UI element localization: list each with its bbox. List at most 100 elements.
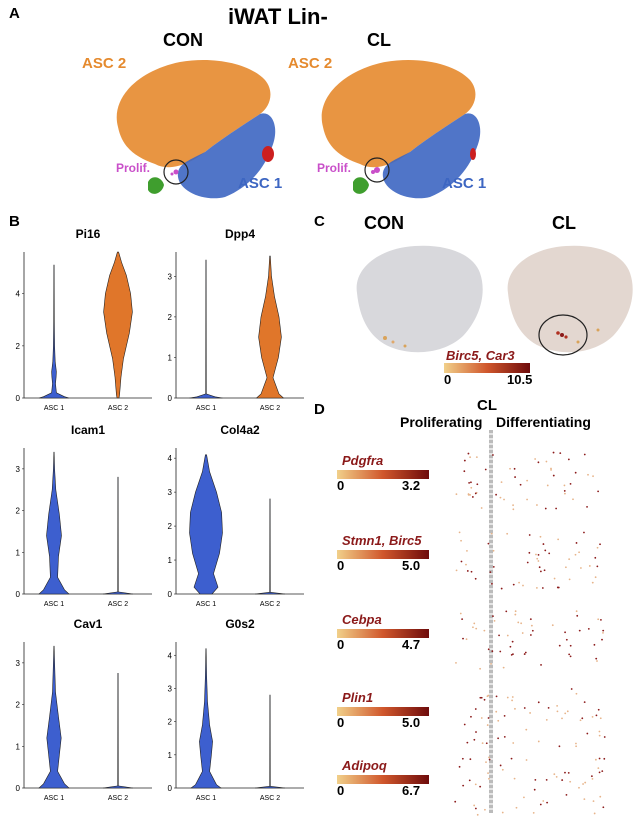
x-tick-label: ASC 1 [44,405,64,412]
panel-label-b: B [9,213,20,230]
violin-axes [23,252,152,399]
red-cluster [470,148,476,160]
expression-dot [537,560,540,562]
expression-dot [490,663,492,665]
expression-dot [523,653,526,655]
violin-shape-asc-2 [255,255,285,399]
figure-title: iWAT Lin- [228,4,328,29]
x-tick-label: ASC 2 [260,601,280,608]
expression-dot [529,618,532,621]
prolif-label-cl: Prolif. [317,161,352,175]
y-tick-label: 4 [16,290,21,299]
expression-dot [474,807,477,810]
expression-dot [548,552,551,555]
expression-dot [586,732,589,735]
asc2-label-cl: ASC 2 [288,55,333,72]
expression-dot [596,660,598,662]
expression-dot [503,498,505,501]
expression-dot [458,765,461,768]
expression-dot [598,757,601,760]
expression-dot [569,780,572,783]
expression-dot [545,718,548,721]
violin-plot-col4a2: Col4a2 0 1 2 3 4 ASC 1 ASC 2 [168,423,304,608]
expression-dot [485,761,487,763]
expression-dot [488,756,490,759]
panel-c-colorbar [444,363,530,373]
y-tick-label: 0 [16,784,21,793]
panel-d-trajectory-plot [463,688,606,748]
expression-dot [564,631,566,634]
expression-dot [493,619,496,622]
expression-dot [523,707,526,709]
expression-dot [487,648,490,651]
expression-dot [476,813,479,816]
violin-title: Cav1 [74,617,103,631]
expression-dot [558,745,561,748]
expression-dot [594,576,597,579]
expression-dot [499,650,502,653]
expression-dot [599,795,602,798]
expression-dot [534,778,537,781]
expression-dot [458,531,461,534]
violin-shape-asc-2 [254,694,286,789]
expression-dot [467,493,470,495]
violin-title: Pi16 [76,227,101,241]
expression-dot [555,507,558,510]
panel-d-colorbar [337,470,429,479]
asc2-cluster [321,60,476,168]
expression-dot [488,758,491,761]
violin-title: Dpp4 [225,227,255,241]
expression-dot [519,483,522,486]
expression-dot [599,717,602,720]
prolif-highlight-circle [364,157,390,183]
y-tick-label: 4 [168,454,173,463]
violin-axes [23,642,152,789]
tsne-cl-plot [321,60,481,199]
proliferating-label: Proliferating [400,414,483,430]
expression-dot [462,784,465,787]
expression-dot [465,638,468,641]
expression-dot [521,632,524,634]
expression-dot [497,737,500,740]
expression-dot [459,612,462,615]
expression-dot [569,655,572,658]
expression-dot [465,563,467,566]
expression-dot [514,476,516,478]
expression-dot [511,640,514,643]
violin-plot-icam1: Icam1 0 1 2 3 ASC 1 ASC 2 [16,423,152,608]
expression-dot [500,587,503,590]
violin-title: G0s2 [225,617,255,631]
expression-dot [479,667,482,670]
expression-dot [602,631,604,634]
expression-dot [547,706,550,709]
y-tick-label: 4 [168,651,173,660]
panel-d-scale-max: 6.7 [402,783,421,798]
expression-dot [476,483,479,486]
expression-dot [487,717,490,719]
panel-d-scale-min: 0 [337,783,345,798]
asc1-label-cl: ASC 1 [442,175,487,192]
panel-d-trajectory-plot [455,610,605,670]
panel-label-d: D [314,401,325,418]
expression-dot [470,715,472,718]
expression-dot [556,704,559,707]
expression-dot [467,452,470,455]
trajectory-divider [489,430,493,813]
y-tick-label: 3 [16,465,21,474]
expression-dot [597,767,600,770]
y-tick-label: 0 [16,394,21,403]
green-cluster [148,177,164,194]
expression-dot [597,708,600,711]
expression-dot [512,583,515,586]
expression-dot [511,699,513,702]
violin-shape-asc-1 [38,264,70,399]
expression-dot [578,786,580,789]
expression-dot [550,469,552,471]
expression-dot [591,581,594,584]
expression-dot [590,775,593,778]
expression-dot [564,566,567,569]
y-tick-label: 2 [168,313,173,322]
prolif-label-con: Prolif. [116,161,151,175]
expression-dot [555,775,558,778]
expression-dot [568,558,571,561]
